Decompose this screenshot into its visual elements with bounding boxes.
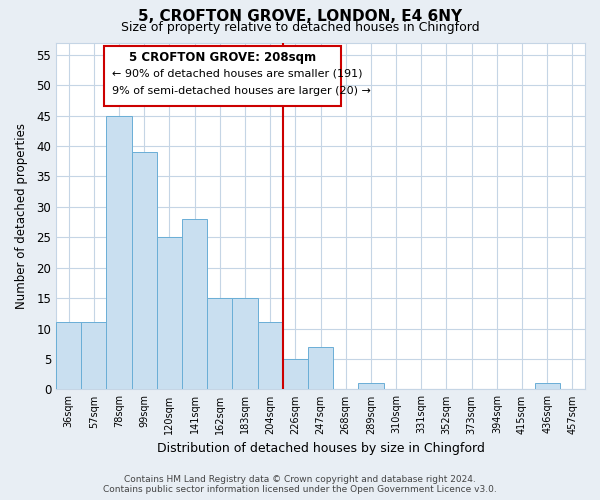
Text: 5 CROFTON GROVE: 208sqm: 5 CROFTON GROVE: 208sqm [129,50,316,64]
Bar [358,384,383,390]
Bar [157,238,182,390]
Bar [106,116,131,390]
Bar [207,298,232,390]
Bar [232,298,257,390]
Bar [257,322,283,390]
Text: 5, CROFTON GROVE, LONDON, E4 6NY: 5, CROFTON GROVE, LONDON, E4 6NY [138,9,462,24]
Text: ← 90% of detached houses are smaller (191): ← 90% of detached houses are smaller (19… [112,68,362,78]
Text: Contains HM Land Registry data © Crown copyright and database right 2024.
Contai: Contains HM Land Registry data © Crown c… [103,474,497,494]
Bar [308,347,333,390]
Bar [81,322,106,390]
Bar [56,322,81,390]
FancyBboxPatch shape [104,46,341,106]
X-axis label: Distribution of detached houses by size in Chingford: Distribution of detached houses by size … [157,442,484,455]
Text: Size of property relative to detached houses in Chingford: Size of property relative to detached ho… [121,21,479,34]
Bar [283,359,308,390]
Bar [131,152,157,390]
Bar [535,384,560,390]
Y-axis label: Number of detached properties: Number of detached properties [15,123,28,309]
Bar [182,219,207,390]
Text: 9% of semi-detached houses are larger (20) →: 9% of semi-detached houses are larger (2… [112,86,371,96]
